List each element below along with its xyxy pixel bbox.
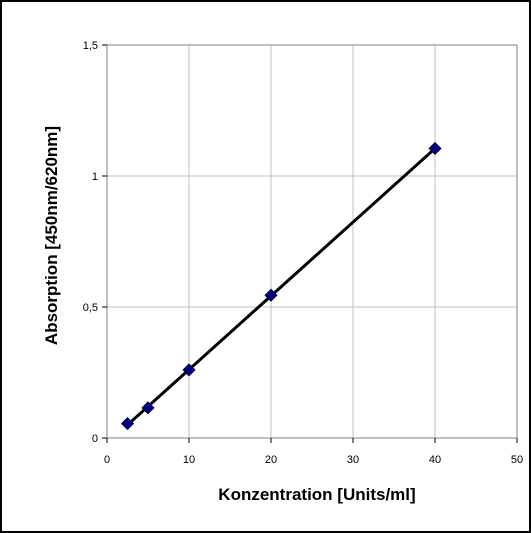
trendline-group xyxy=(126,146,437,427)
grid-lines xyxy=(106,44,518,439)
y-tick-label: 0 xyxy=(92,433,98,445)
x-tick-label: 40 xyxy=(429,454,441,466)
x-tick-label: 10 xyxy=(183,454,195,466)
data-point xyxy=(264,288,278,302)
plot-area xyxy=(106,44,518,439)
y-tick-label: 1 xyxy=(92,171,98,183)
data-points xyxy=(120,141,442,431)
x-tick-label: 30 xyxy=(347,454,359,466)
data-point xyxy=(120,417,135,431)
y-tick-label: 1,5 xyxy=(83,40,98,52)
y-axis-title: Absorption [450nm/620nm] xyxy=(42,126,61,345)
data-point xyxy=(141,401,155,415)
trendline xyxy=(126,146,437,427)
x-tick-label: 50 xyxy=(511,454,523,466)
x-tick-label: 20 xyxy=(265,454,277,466)
data-point xyxy=(182,363,196,377)
data-point xyxy=(428,141,442,156)
x-tick-label: 0 xyxy=(104,454,110,466)
axis-ticks: 0 10 20 30 40 50 0 0,5 1 1,5 xyxy=(83,40,523,466)
x-axis-title: Konzentration [Units/ml] xyxy=(218,485,415,504)
y-tick-label: 0,5 xyxy=(83,302,98,314)
